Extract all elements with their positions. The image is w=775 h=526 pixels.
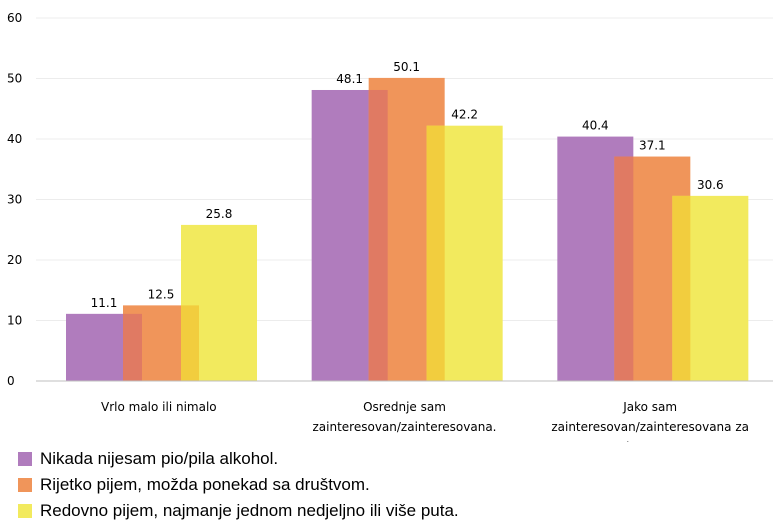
y-tick-label-0: 0 <box>7 374 15 388</box>
bar-chart: 0 10 20 30 40 50 60 11.1 48.1 40.4 12.5 50.1 37.1 25.… <box>7 11 773 442</box>
legend-label-series-2: Rijetko pijem, možda ponekad sa društvom… <box>40 475 370 494</box>
bar-overlap-2-1 <box>181 305 199 381</box>
bar-overlap-2-3 <box>672 195 691 381</box>
legend-label-series-1: Nikada nijesam pio/pila alkohol. <box>40 449 279 468</box>
chart-legend: Nikada nijesam pio/pila alkohol. Rijetko… <box>18 446 459 524</box>
x-tick-label-2-line-2: zainteresovan/zainteresovana. <box>313 420 497 434</box>
legend-swatch-series-3 <box>18 504 32 518</box>
value-label-series-3-3: 30.6 <box>697 178 724 192</box>
value-label-series-1-2: 48.1 <box>336 72 363 86</box>
bar-overlap-2-2 <box>426 125 445 381</box>
legend-item-series-2: Rijetko pijem, možda ponekad sa društvom… <box>18 472 459 498</box>
value-label-series-1-1: 11.1 <box>91 296 118 310</box>
legend-label-series-3: Redovno pijem, najmanje jednom nedjeljno… <box>40 501 459 520</box>
y-tick-label-20: 20 <box>7 253 22 267</box>
legend-swatch-series-2 <box>18 478 32 492</box>
bar-overlap-1-1 <box>123 313 142 381</box>
y-tick-label-10: 10 <box>7 314 22 328</box>
y-tick-label-60: 60 <box>7 11 22 25</box>
x-tick-label-1-line-1: Vrlo malo ili nimalo <box>101 400 217 414</box>
value-label-series-1-3: 40.4 <box>582 119 609 133</box>
x-tick-label-3-line-3: takve teme. <box>614 440 686 442</box>
value-label-series-2-1: 12.5 <box>148 287 175 301</box>
legend-item-series-3: Redovno pijem, najmanje jednom nedjeljno… <box>18 498 459 524</box>
value-label-series-3-1: 25.8 <box>206 207 233 221</box>
value-label-series-2-2: 50.1 <box>393 60 420 74</box>
y-tick-label-40: 40 <box>7 132 22 146</box>
x-tick-label-3-line-2: zainteresovan/zainteresovana za <box>551 420 749 434</box>
legend-swatch-series-1 <box>18 452 32 466</box>
x-tick-label-3-line-1: Jako sam <box>622 400 677 414</box>
value-label-series-2-3: 37.1 <box>639 139 666 153</box>
x-tick-label-2-line-1: Osrednje sam <box>363 400 446 414</box>
legend-item-series-1: Nikada nijesam pio/pila alkohol. <box>18 446 459 472</box>
bar-overlap-1-2 <box>368 89 388 382</box>
y-tick-label-50: 50 <box>7 72 22 86</box>
value-label-series-3-2: 42.2 <box>451 108 478 122</box>
y-tick-label-30: 30 <box>7 193 22 207</box>
bar-overlap-1-3 <box>614 156 634 381</box>
